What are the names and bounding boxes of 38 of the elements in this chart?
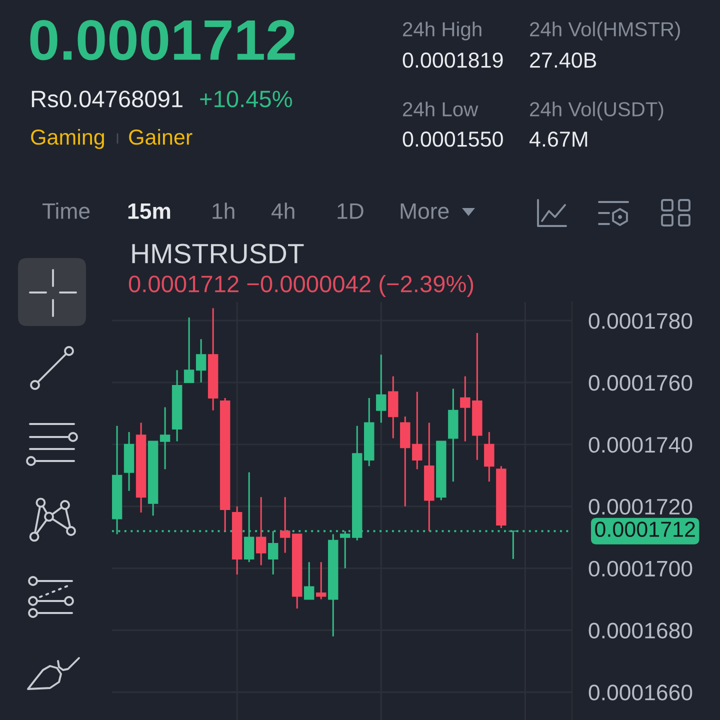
candlestick	[160, 406, 170, 470]
text: Time	[42, 202, 90, 219]
text: 24h Low	[403, 102, 478, 116]
text: Gaming	[31, 128, 104, 150]
chart-subtitle: 0.0001712 −0.0000042 (−2.39%)	[128, 274, 474, 297]
y-tick-label: 0.0001660	[588, 684, 692, 700]
ref-line-label: 0.0001712	[595, 522, 695, 537]
text: 4h	[272, 202, 294, 219]
y-tick-label: 0.0001720	[588, 498, 692, 515]
candlestick	[484, 431, 494, 482]
text: +10.45%	[200, 90, 292, 108]
text: Rs0.04768091	[32, 90, 182, 108]
text: 4.67M	[529, 132, 588, 147]
y-tick-label: 0.0001780	[588, 313, 692, 329]
y-tick-label: 0.0001680	[588, 622, 692, 638]
text: 0.0001550	[402, 132, 503, 147]
text: 0.0001712	[30, 20, 295, 60]
candlestick	[376, 354, 386, 424]
candlestick	[316, 561, 326, 600]
y-tick-label: 0.0001740	[588, 436, 692, 453]
y-tick-label: 0.0001700	[588, 560, 692, 577]
text: 24h Vol(USDT)	[530, 102, 664, 120]
text: 24h High	[403, 22, 482, 40]
text: More	[400, 203, 449, 219]
text: 1h	[212, 202, 234, 219]
text: 1D	[338, 203, 364, 219]
candlestick	[304, 561, 314, 600]
candlestick	[184, 316, 194, 384]
candlestick	[196, 338, 206, 384]
text: Gainer	[129, 128, 192, 145]
candlestick	[280, 496, 290, 554]
text: 27.40B	[530, 52, 596, 68]
text: 24h Vol(HMSTR)	[530, 22, 680, 40]
text: 15m	[128, 203, 170, 219]
y-tick-label: 0.0001760	[588, 375, 692, 391]
text: 0.0001819	[402, 52, 503, 68]
candlestick	[256, 496, 266, 566]
chart-title: HMSTRUSDT	[132, 244, 304, 264]
